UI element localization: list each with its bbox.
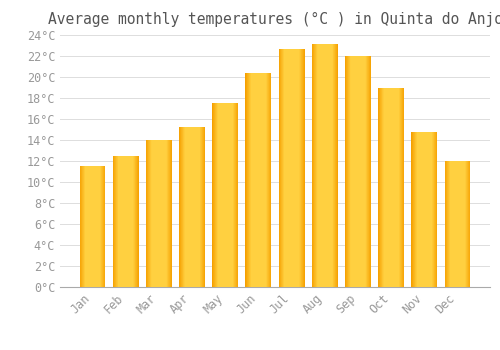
Bar: [112, 156, 138, 287]
Bar: [278, 49, 304, 287]
Title: Average monthly temperatures (°C ) in Quinta do Anjo: Average monthly temperatures (°C ) in Qu…: [48, 12, 500, 27]
Bar: [80, 166, 106, 287]
Bar: [378, 88, 404, 287]
Bar: [345, 56, 371, 287]
Bar: [412, 132, 438, 287]
Bar: [212, 103, 238, 287]
Bar: [179, 127, 205, 287]
Bar: [246, 73, 272, 287]
Bar: [312, 44, 338, 287]
Bar: [444, 161, 470, 287]
Bar: [146, 140, 172, 287]
